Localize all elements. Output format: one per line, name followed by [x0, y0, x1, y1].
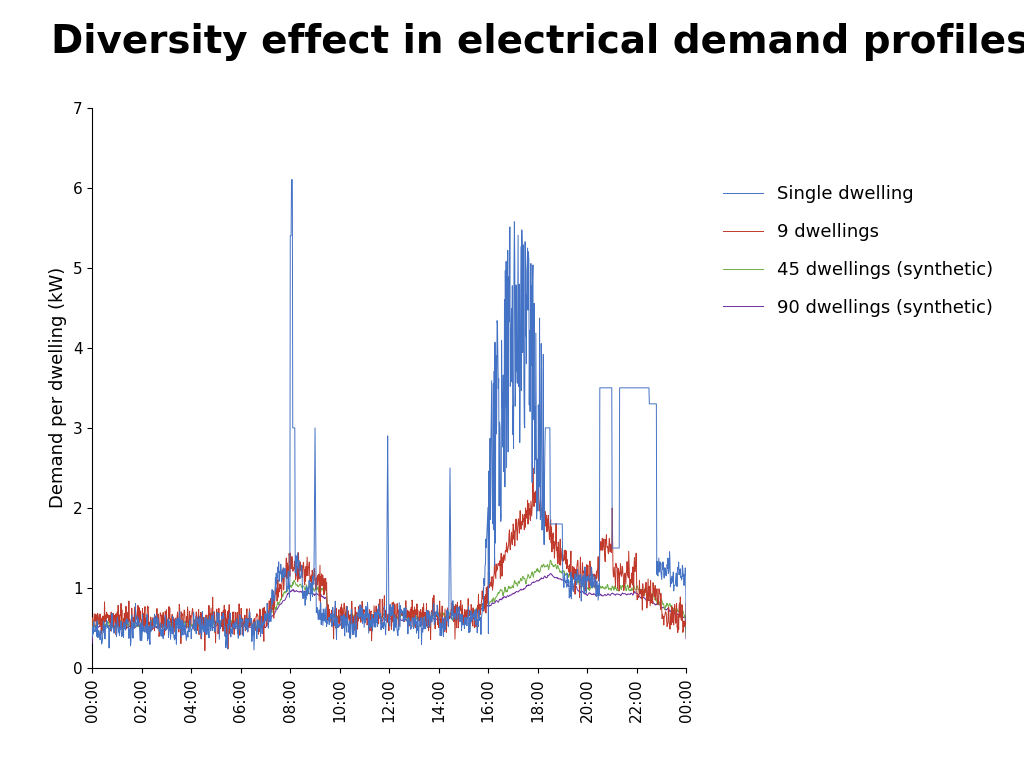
90 dwellings (synthetic) [86, 638, 98, 647]
45 dwellings (synthetic) [218, 619, 230, 628]
Line: 9 dwellings: 9 dwellings [92, 468, 686, 650]
Single dwelling [204, 621, 216, 630]
Single dwelling [86, 632, 98, 641]
9 dwellings [680, 598, 692, 607]
Single dwelling [286, 175, 298, 184]
45 dwellings (synthetic) [479, 597, 492, 606]
90 dwellings (synthetic) [680, 634, 692, 644]
45 dwellings (synthetic) [285, 581, 297, 591]
Single dwelling [218, 617, 230, 627]
90 dwellings (synthetic) [204, 621, 216, 631]
Legend: Single dwelling, 9 dwellings, 45 dwellings (synthetic), 90 dwellings (synthetic): Single dwelling, 9 dwellings, 45 dwellin… [716, 178, 1000, 324]
Single dwelling [558, 583, 570, 592]
9 dwellings [558, 555, 570, 564]
9 dwellings [199, 646, 211, 655]
45 dwellings (synthetic) [86, 631, 98, 640]
90 dwellings (synthetic) [218, 624, 230, 634]
Single dwelling [248, 645, 260, 654]
9 dwellings [480, 608, 493, 617]
45 dwellings (synthetic) [557, 566, 569, 575]
9 dwellings [218, 616, 230, 625]
90 dwellings (synthetic) [285, 587, 297, 596]
Line: Single dwelling: Single dwelling [92, 180, 686, 650]
45 dwellings (synthetic) [204, 621, 216, 630]
9 dwellings [204, 609, 216, 618]
90 dwellings (synthetic) [557, 575, 569, 584]
9 dwellings [285, 564, 297, 574]
Line: 45 dwellings (synthetic): 45 dwellings (synthetic) [92, 560, 686, 636]
Y-axis label: Demand per dwelling (kW): Demand per dwelling (kW) [49, 267, 68, 508]
45 dwellings (synthetic) [680, 631, 692, 641]
90 dwellings (synthetic) [479, 603, 492, 612]
Single dwelling [285, 231, 297, 240]
Single dwelling [680, 616, 692, 625]
9 dwellings [610, 563, 623, 572]
Line: 90 dwellings (synthetic): 90 dwellings (synthetic) [92, 574, 686, 643]
9 dwellings [86, 613, 98, 622]
Text: Diversity effect in electrical demand profiles: Diversity effect in electrical demand pr… [51, 23, 1024, 61]
Single dwelling [610, 544, 623, 553]
45 dwellings (synthetic) [544, 555, 556, 564]
9 dwellings [526, 463, 539, 472]
Single dwelling [480, 543, 493, 552]
90 dwellings (synthetic) [609, 590, 622, 599]
90 dwellings (synthetic) [545, 569, 557, 578]
45 dwellings (synthetic) [609, 583, 622, 592]
